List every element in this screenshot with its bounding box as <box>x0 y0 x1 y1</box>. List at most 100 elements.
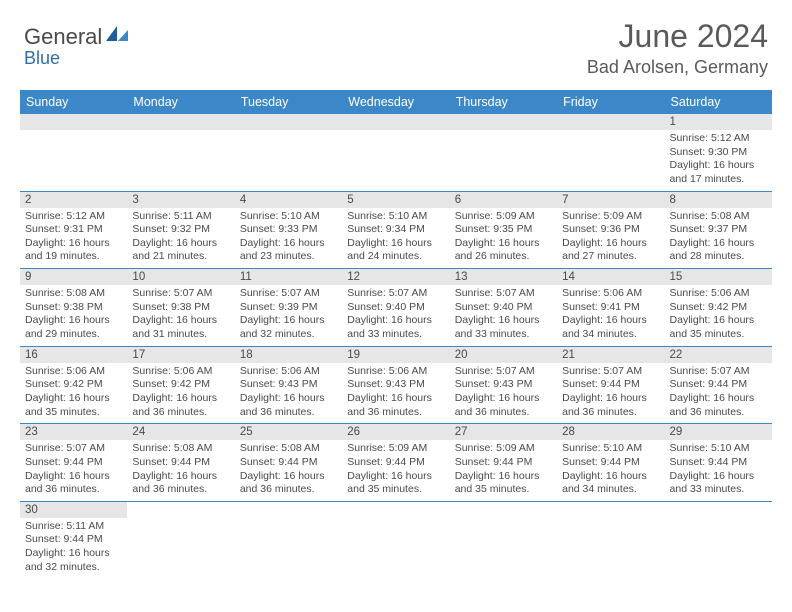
day-details: Sunrise: 5:11 AMSunset: 9:32 PMDaylight:… <box>127 208 234 269</box>
calendar-day-cell: 20Sunrise: 5:07 AMSunset: 9:43 PMDayligh… <box>450 346 557 424</box>
day-details: Sunrise: 5:08 AMSunset: 9:44 PMDaylight:… <box>235 440 342 501</box>
header: General June 2024 Bad Arolsen, Germany <box>0 0 792 84</box>
day-number: 5 <box>342 192 449 208</box>
calendar-day-cell <box>127 114 234 191</box>
day-number: 7 <box>557 192 664 208</box>
calendar-day-cell: 4Sunrise: 5:10 AMSunset: 9:33 PMDaylight… <box>235 191 342 269</box>
day-number-empty <box>127 114 234 130</box>
calendar-week-row: 2Sunrise: 5:12 AMSunset: 9:31 PMDaylight… <box>20 191 772 269</box>
calendar-day-cell: 23Sunrise: 5:07 AMSunset: 9:44 PMDayligh… <box>20 424 127 502</box>
day-details: Sunrise: 5:07 AMSunset: 9:44 PMDaylight:… <box>665 363 772 424</box>
day-details: Sunrise: 5:09 AMSunset: 9:35 PMDaylight:… <box>450 208 557 269</box>
calendar-day-cell: 16Sunrise: 5:06 AMSunset: 9:42 PMDayligh… <box>20 346 127 424</box>
calendar-day-cell: 6Sunrise: 5:09 AMSunset: 9:35 PMDaylight… <box>450 191 557 269</box>
day-number: 24 <box>127 424 234 440</box>
calendar-day-cell <box>450 114 557 191</box>
day-details: Sunrise: 5:07 AMSunset: 9:38 PMDaylight:… <box>127 285 234 346</box>
day-number: 20 <box>450 347 557 363</box>
calendar-day-cell: 9Sunrise: 5:08 AMSunset: 9:38 PMDaylight… <box>20 269 127 347</box>
day-number: 6 <box>450 192 557 208</box>
day-number: 25 <box>235 424 342 440</box>
day-number: 12 <box>342 269 449 285</box>
day-details: Sunrise: 5:10 AMSunset: 9:34 PMDaylight:… <box>342 208 449 269</box>
day-details: Sunrise: 5:10 AMSunset: 9:44 PMDaylight:… <box>557 440 664 501</box>
day-number: 15 <box>665 269 772 285</box>
day-number-empty <box>557 114 664 130</box>
calendar-day-cell: 25Sunrise: 5:08 AMSunset: 9:44 PMDayligh… <box>235 424 342 502</box>
calendar-day-cell: 7Sunrise: 5:09 AMSunset: 9:36 PMDaylight… <box>557 191 664 269</box>
calendar-day-cell: 13Sunrise: 5:07 AMSunset: 9:40 PMDayligh… <box>450 269 557 347</box>
day-number-empty <box>450 114 557 130</box>
day-number-empty <box>342 114 449 130</box>
day-number-empty <box>20 114 127 130</box>
day-details: Sunrise: 5:12 AMSunset: 9:31 PMDaylight:… <box>20 208 127 269</box>
calendar-day-cell: 26Sunrise: 5:09 AMSunset: 9:44 PMDayligh… <box>342 424 449 502</box>
calendar-day-cell: 22Sunrise: 5:07 AMSunset: 9:44 PMDayligh… <box>665 346 772 424</box>
day-details: Sunrise: 5:07 AMSunset: 9:43 PMDaylight:… <box>450 363 557 424</box>
calendar-day-cell <box>235 114 342 191</box>
day-details: Sunrise: 5:08 AMSunset: 9:44 PMDaylight:… <box>127 440 234 501</box>
day-number: 17 <box>127 347 234 363</box>
calendar-day-cell: 17Sunrise: 5:06 AMSunset: 9:42 PMDayligh… <box>127 346 234 424</box>
calendar-week-row: 30Sunrise: 5:11 AMSunset: 9:44 PMDayligh… <box>20 501 772 578</box>
calendar-day-cell: 3Sunrise: 5:11 AMSunset: 9:32 PMDaylight… <box>127 191 234 269</box>
day-details: Sunrise: 5:11 AMSunset: 9:44 PMDaylight:… <box>20 518 127 579</box>
calendar-day-cell <box>20 114 127 191</box>
calendar-day-cell: 21Sunrise: 5:07 AMSunset: 9:44 PMDayligh… <box>557 346 664 424</box>
calendar-day-cell: 29Sunrise: 5:10 AMSunset: 9:44 PMDayligh… <box>665 424 772 502</box>
calendar-day-cell: 8Sunrise: 5:08 AMSunset: 9:37 PMDaylight… <box>665 191 772 269</box>
day-details: Sunrise: 5:06 AMSunset: 9:42 PMDaylight:… <box>20 363 127 424</box>
day-details: Sunrise: 5:09 AMSunset: 9:44 PMDaylight:… <box>450 440 557 501</box>
day-number: 21 <box>557 347 664 363</box>
logo-sail-icon <box>106 26 128 47</box>
logo-text-blue: Blue <box>24 48 60 68</box>
weekday-header: Tuesday <box>235 90 342 114</box>
calendar-day-cell: 19Sunrise: 5:06 AMSunset: 9:43 PMDayligh… <box>342 346 449 424</box>
logo: General <box>24 18 130 50</box>
calendar-day-cell: 30Sunrise: 5:11 AMSunset: 9:44 PMDayligh… <box>20 501 127 578</box>
calendar-day-cell: 28Sunrise: 5:10 AMSunset: 9:44 PMDayligh… <box>557 424 664 502</box>
calendar-day-cell <box>127 501 234 578</box>
day-details: Sunrise: 5:06 AMSunset: 9:43 PMDaylight:… <box>235 363 342 424</box>
day-details: Sunrise: 5:06 AMSunset: 9:43 PMDaylight:… <box>342 363 449 424</box>
day-details: Sunrise: 5:08 AMSunset: 9:37 PMDaylight:… <box>665 208 772 269</box>
weekday-header: Wednesday <box>342 90 449 114</box>
month-title: June 2024 <box>587 18 768 55</box>
calendar-day-cell <box>557 501 664 578</box>
day-details: Sunrise: 5:06 AMSunset: 9:42 PMDaylight:… <box>127 363 234 424</box>
day-number: 22 <box>665 347 772 363</box>
day-details: Sunrise: 5:10 AMSunset: 9:44 PMDaylight:… <box>665 440 772 501</box>
calendar-day-cell <box>342 501 449 578</box>
calendar-day-cell <box>557 114 664 191</box>
day-number: 4 <box>235 192 342 208</box>
weekday-header: Sunday <box>20 90 127 114</box>
day-number: 30 <box>20 502 127 518</box>
day-number-empty <box>235 114 342 130</box>
calendar-day-cell: 24Sunrise: 5:08 AMSunset: 9:44 PMDayligh… <box>127 424 234 502</box>
day-number: 1 <box>665 114 772 130</box>
day-number: 10 <box>127 269 234 285</box>
day-number: 11 <box>235 269 342 285</box>
day-number: 23 <box>20 424 127 440</box>
day-number: 27 <box>450 424 557 440</box>
day-details: Sunrise: 5:07 AMSunset: 9:39 PMDaylight:… <box>235 285 342 346</box>
day-number: 29 <box>665 424 772 440</box>
day-details: Sunrise: 5:08 AMSunset: 9:38 PMDaylight:… <box>20 285 127 346</box>
day-number: 16 <box>20 347 127 363</box>
calendar-table: SundayMondayTuesdayWednesdayThursdayFrid… <box>20 90 772 578</box>
location: Bad Arolsen, Germany <box>587 57 768 78</box>
day-number: 3 <box>127 192 234 208</box>
day-number: 13 <box>450 269 557 285</box>
day-number: 28 <box>557 424 664 440</box>
day-details: Sunrise: 5:07 AMSunset: 9:40 PMDaylight:… <box>342 285 449 346</box>
day-number: 14 <box>557 269 664 285</box>
day-number: 8 <box>665 192 772 208</box>
calendar-day-cell: 2Sunrise: 5:12 AMSunset: 9:31 PMDaylight… <box>20 191 127 269</box>
calendar-day-cell: 12Sunrise: 5:07 AMSunset: 9:40 PMDayligh… <box>342 269 449 347</box>
day-details: Sunrise: 5:07 AMSunset: 9:44 PMDaylight:… <box>557 363 664 424</box>
calendar-week-row: 23Sunrise: 5:07 AMSunset: 9:44 PMDayligh… <box>20 424 772 502</box>
day-details: Sunrise: 5:09 AMSunset: 9:44 PMDaylight:… <box>342 440 449 501</box>
weekday-header: Monday <box>127 90 234 114</box>
calendar-week-row: 16Sunrise: 5:06 AMSunset: 9:42 PMDayligh… <box>20 346 772 424</box>
calendar-day-cell: 10Sunrise: 5:07 AMSunset: 9:38 PMDayligh… <box>127 269 234 347</box>
